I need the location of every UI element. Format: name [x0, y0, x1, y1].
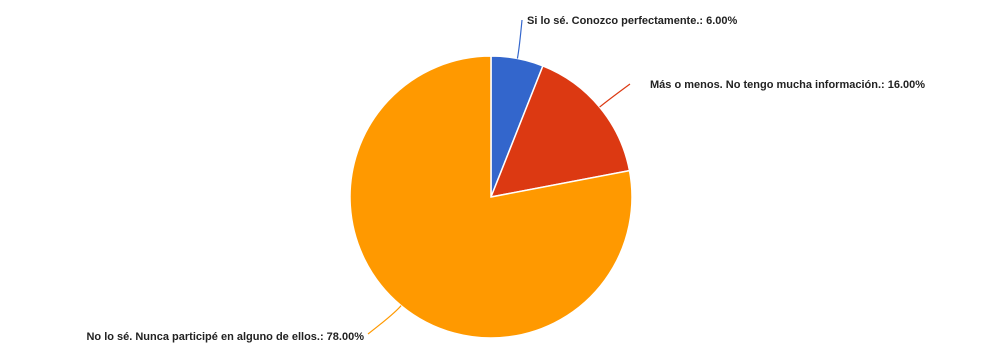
slice-labels: Si lo sé. Conozco perfectamente.: 6.00% M…: [86, 15, 925, 343]
slice-label-3: No lo sé. Nunca participé en alguno de e…: [86, 331, 364, 343]
slice-label-1: Si lo sé. Conozco perfectamente.: 6.00%: [527, 15, 738, 27]
leader-line-3: [367, 305, 402, 335]
leader-line-2: [599, 83, 631, 108]
pie-slices: [349, 55, 633, 339]
leader-lines: [367, 19, 631, 335]
pie-slice-2: [489, 64, 631, 198]
slice-label-2: Más o menos. No tengo mucha información.…: [650, 79, 925, 91]
leader-line-1: [516, 19, 523, 59]
